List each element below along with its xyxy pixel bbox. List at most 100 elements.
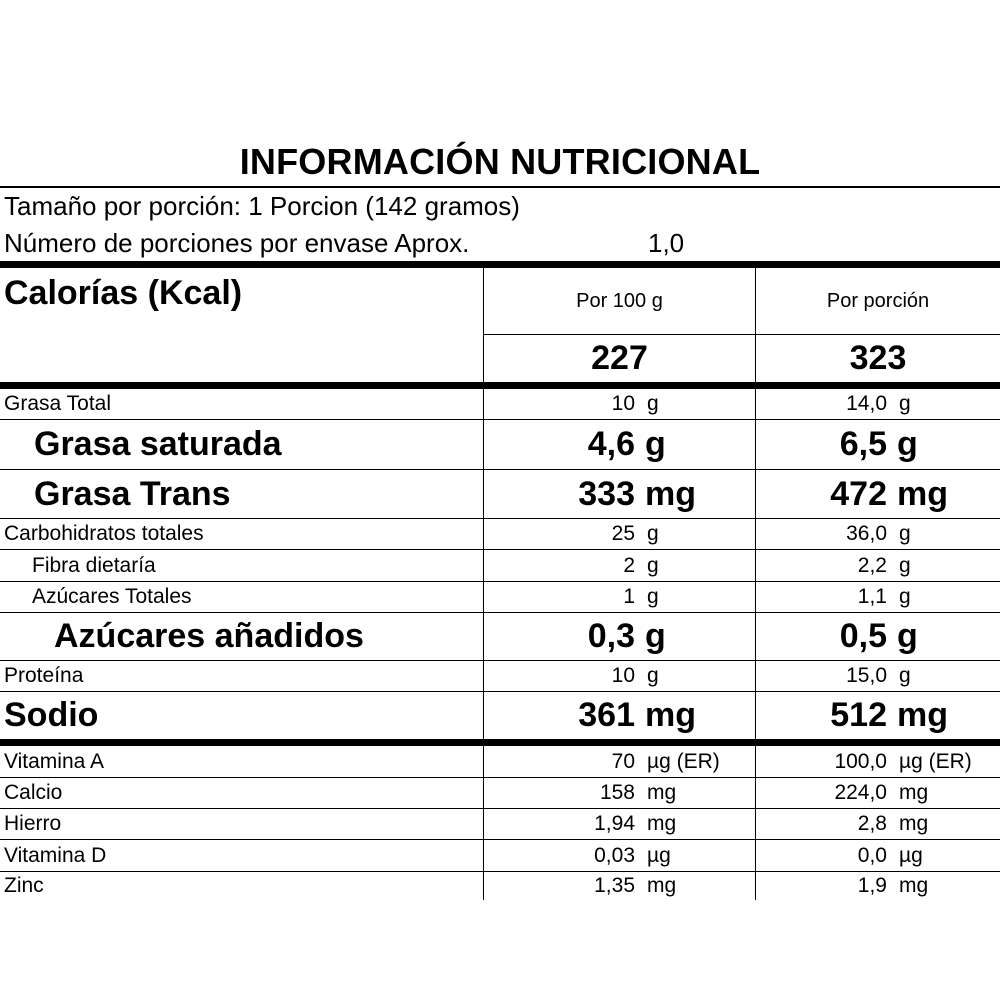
value-per-portion: 224,0 <box>834 781 887 804</box>
value-per-100g: 0,03 <box>594 844 635 867</box>
servings-per-container-label: Número de porciones por envase Aprox. <box>4 228 470 258</box>
column-divider-1-calories <box>483 268 484 382</box>
unit-per-100g: g <box>647 522 659 545</box>
value-per-portion: 1,9 <box>857 874 887 897</box>
row-divider <box>0 871 1000 872</box>
unit-per-portion: g <box>899 585 911 608</box>
value-per-portion: 0,0 <box>857 844 887 867</box>
unit-per-portion: µg (ER) <box>899 750 972 773</box>
header-per-100g: Por 100 g <box>576 290 663 312</box>
label-title: INFORMACIÓN NUTRICIONAL <box>239 141 761 182</box>
header-per-portion: Por porción <box>826 290 930 312</box>
unit-per-portion: g <box>899 664 911 687</box>
unit-per-portion: g <box>897 617 918 655</box>
row-divider <box>0 469 1000 470</box>
serving-size: Tamaño por porción: 1 Porcion (142 gramo… <box>4 191 520 221</box>
nutrient-label: Carbohidratos totales <box>4 522 204 545</box>
value-per-100g: 1,35 <box>594 874 635 897</box>
unit-per-100g: µg <box>647 844 671 867</box>
calories-label: Calorías (Kcal) <box>4 274 243 312</box>
value-per-100g: 1,94 <box>594 812 635 835</box>
nutrient-label: Azúcares Totales <box>32 585 192 608</box>
unit-per-100g: g <box>647 392 659 415</box>
unit-per-portion: mg <box>899 781 929 804</box>
value-per-100g: 0,3 <box>587 617 635 655</box>
row-divider <box>0 808 1000 809</box>
header-divider <box>483 334 1000 335</box>
column-divider-2-nutrients <box>755 389 756 739</box>
value-per-portion: 36,0 <box>846 522 887 545</box>
value-per-portion: 512 <box>830 696 887 734</box>
value-per-portion: 15,0 <box>846 664 887 687</box>
nutrient-label: Calcio <box>4 781 63 804</box>
value-per-portion: 14,0 <box>846 392 887 415</box>
row-divider <box>0 581 1000 582</box>
calories-per-portion: 323 <box>849 339 907 377</box>
nutrient-label: Proteína <box>4 664 84 687</box>
unit-per-100g: mg <box>647 812 677 835</box>
value-per-portion: 1,1 <box>857 585 887 608</box>
value-per-portion: 0,5 <box>839 617 887 655</box>
nutrient-label: Vitamina A <box>4 750 105 773</box>
nutrient-label: Grasa saturada <box>34 425 282 463</box>
thick-divider-calories <box>0 382 1000 389</box>
unit-per-portion: g <box>899 522 911 545</box>
unit-per-portion: mg <box>897 696 948 734</box>
value-per-portion: 2,2 <box>857 554 887 577</box>
thick-divider-vitamins <box>0 739 1000 746</box>
nutrient-label: Azúcares añadidos <box>54 617 364 655</box>
nutrient-label: Hierro <box>4 812 62 835</box>
unit-per-100g: g <box>645 425 666 463</box>
value-per-100g: 2 <box>623 554 635 577</box>
column-divider-1-vitamins <box>483 746 484 900</box>
value-per-100g: 361 <box>578 696 635 734</box>
unit-per-100g: g <box>647 554 659 577</box>
unit-per-portion: g <box>899 554 911 577</box>
nutrient-label: Zinc <box>4 874 44 897</box>
row-divider <box>0 518 1000 519</box>
value-per-100g: 333 <box>578 475 635 513</box>
value-per-100g: 10 <box>611 392 635 415</box>
value-per-100g: 4,6 <box>587 425 635 463</box>
row-divider <box>0 777 1000 778</box>
value-per-100g: 158 <box>599 781 635 804</box>
unit-per-100g: g <box>647 664 659 687</box>
nutrient-label: Fibra dietaría <box>32 554 156 577</box>
unit-per-100g: g <box>647 585 659 608</box>
value-per-100g: 10 <box>611 664 635 687</box>
nutrient-label: Grasa Total <box>4 392 111 415</box>
unit-per-100g: mg <box>647 874 677 897</box>
column-divider-2-calories <box>755 268 756 382</box>
row-divider <box>0 549 1000 550</box>
thick-divider-top <box>0 261 1000 268</box>
value-per-100g: 25 <box>611 522 635 545</box>
unit-per-portion: mg <box>899 874 929 897</box>
unit-per-100g: g <box>645 617 666 655</box>
unit-per-100g: mg <box>645 475 696 513</box>
value-per-100g: 70 <box>611 750 635 773</box>
nutrient-label: Vitamina D <box>4 844 107 867</box>
row-divider <box>0 660 1000 661</box>
unit-per-portion: mg <box>897 475 948 513</box>
value-per-100g: 1 <box>623 585 635 608</box>
value-per-portion: 2,8 <box>857 812 887 835</box>
unit-per-100g: µg (ER) <box>647 750 720 773</box>
column-divider-2-vitamins <box>755 746 756 900</box>
row-divider <box>0 612 1000 613</box>
row-divider <box>0 419 1000 420</box>
calories-per-100g: 227 <box>591 339 648 377</box>
row-divider <box>0 691 1000 692</box>
value-per-portion: 100,0 <box>834 750 887 773</box>
column-divider-1-nutrients <box>483 389 484 739</box>
title-divider <box>0 186 1000 188</box>
unit-per-portion: g <box>897 425 918 463</box>
unit-per-100g: mg <box>647 781 677 804</box>
value-per-portion: 472 <box>830 475 887 513</box>
row-divider <box>0 839 1000 840</box>
nutrient-label: Grasa Trans <box>34 475 231 513</box>
unit-per-portion: mg <box>899 812 929 835</box>
value-per-portion: 6,5 <box>839 425 887 463</box>
nutrient-label: Sodio <box>4 696 99 734</box>
servings-per-container-value: 1,0 <box>648 228 685 258</box>
unit-per-portion: µg <box>899 844 923 867</box>
